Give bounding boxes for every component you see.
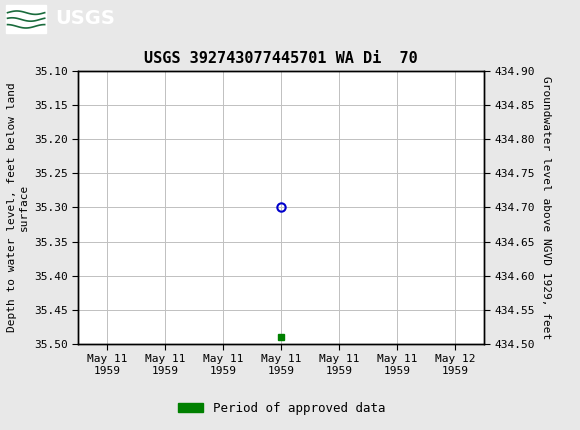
Title: USGS 392743077445701 WA Di  70: USGS 392743077445701 WA Di 70 bbox=[144, 51, 418, 66]
Legend: Period of approved data: Period of approved data bbox=[172, 396, 390, 420]
FancyBboxPatch shape bbox=[6, 5, 46, 33]
Y-axis label: Groundwater level above NGVD 1929, feet: Groundwater level above NGVD 1929, feet bbox=[541, 76, 551, 339]
Text: USGS: USGS bbox=[55, 9, 115, 28]
Y-axis label: Depth to water level, feet below land
surface: Depth to water level, feet below land su… bbox=[7, 83, 28, 332]
